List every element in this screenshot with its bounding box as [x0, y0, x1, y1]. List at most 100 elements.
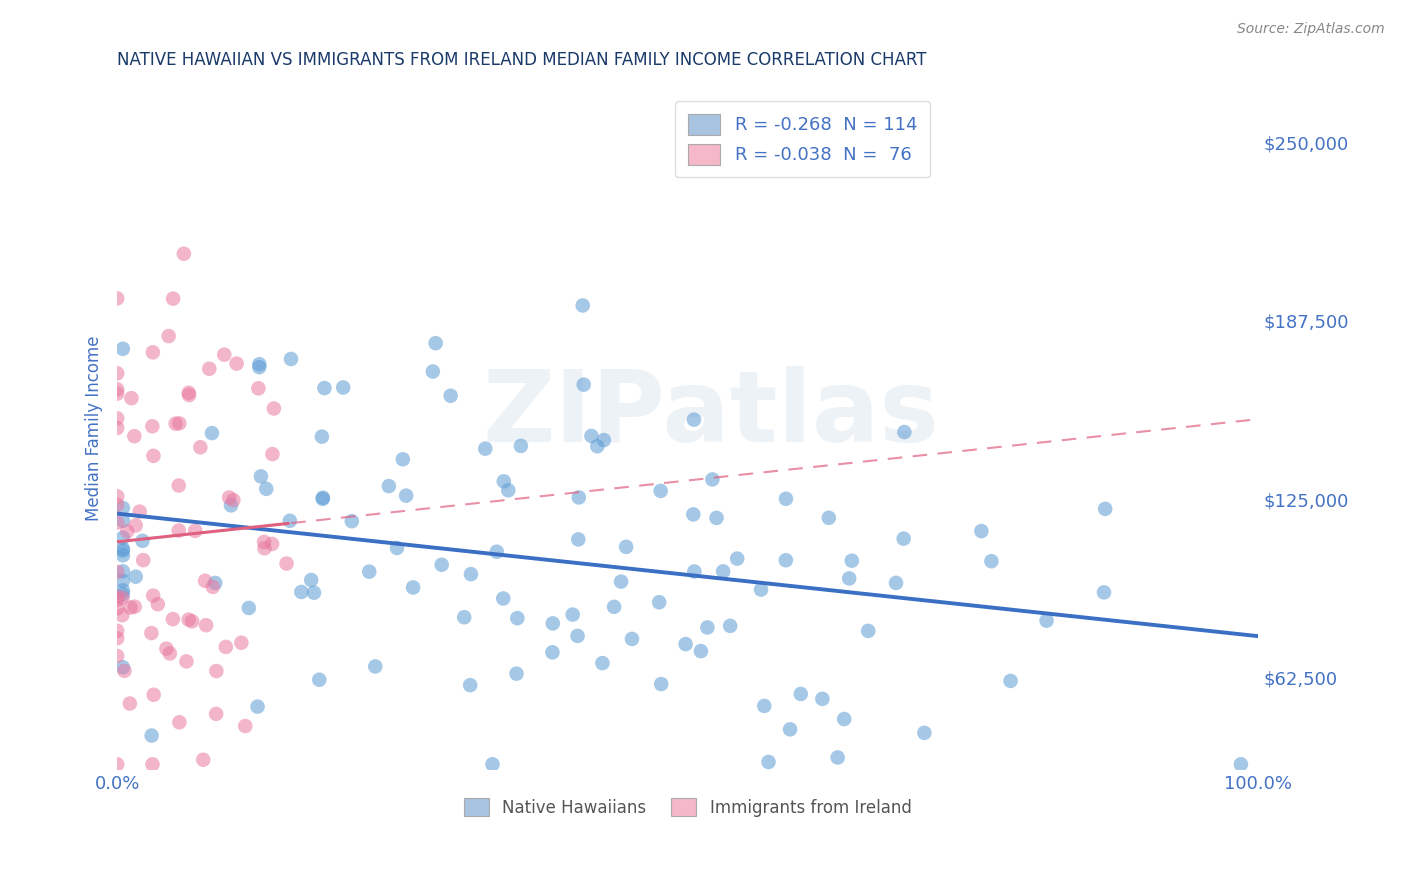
Point [280, 351, 302, 366]
Point [262, 537, 284, 551]
Point [312, 491, 335, 506]
Point [204, 576, 226, 591]
Point [132, 553, 155, 567]
Point [603, 599, 626, 614]
Point [201, 426, 224, 441]
Point [219, 499, 242, 513]
Point [225, 357, 247, 371]
Point [111, 549, 134, 563]
Point [111, 500, 134, 515]
Point [253, 535, 276, 549]
Point [105, 367, 128, 381]
Point [858, 624, 880, 638]
Point [790, 687, 813, 701]
Point [893, 425, 915, 439]
Point [811, 691, 834, 706]
Point [247, 360, 270, 375]
Point [105, 631, 128, 645]
Point [702, 472, 724, 486]
Point [893, 532, 915, 546]
Point [111, 583, 134, 598]
Point [159, 647, 181, 661]
Point [105, 516, 128, 530]
Point [120, 600, 142, 615]
Point [425, 336, 447, 351]
Point [105, 292, 128, 306]
Point [485, 545, 508, 559]
Point [176, 654, 198, 668]
Point [440, 389, 463, 403]
Point [177, 385, 200, 400]
Point [754, 698, 776, 713]
Y-axis label: Median Family Income: Median Family Income [86, 335, 103, 521]
Point [614, 540, 637, 554]
Point [111, 591, 134, 605]
Point [276, 557, 298, 571]
Point [970, 524, 993, 538]
Point [571, 298, 593, 312]
Point [250, 469, 273, 483]
Point [214, 348, 236, 362]
Point [332, 380, 354, 394]
Point [167, 478, 190, 492]
Point [141, 757, 163, 772]
Point [254, 482, 277, 496]
Point [817, 510, 839, 524]
Point [195, 618, 218, 632]
Point [111, 531, 134, 545]
Point [422, 364, 444, 378]
Point [505, 666, 527, 681]
Point [567, 533, 589, 547]
Point [188, 440, 211, 454]
Point [689, 644, 711, 658]
Point [105, 421, 128, 435]
Point [141, 419, 163, 434]
Point [392, 452, 415, 467]
Text: NATIVE HAWAIIAN VS IMMIGRANTS FROM IRELAND MEDIAN FAMILY INCOME CORRELATION CHAR: NATIVE HAWAIIAN VS IMMIGRANTS FROM IRELA… [117, 51, 927, 69]
Text: Source: ZipAtlas.com: Source: ZipAtlas.com [1237, 22, 1385, 37]
Point [841, 554, 863, 568]
Point [205, 664, 228, 678]
Point [111, 541, 134, 556]
Point [142, 449, 165, 463]
Point [650, 483, 672, 498]
Point [650, 677, 672, 691]
Point [141, 729, 163, 743]
Point [311, 430, 333, 444]
Point [1094, 501, 1116, 516]
Point [194, 574, 217, 588]
Point [222, 493, 245, 508]
Point [142, 345, 165, 359]
Point [146, 597, 169, 611]
Point [453, 610, 475, 624]
Point [492, 475, 515, 489]
Point [177, 613, 200, 627]
Point [912, 726, 935, 740]
Point [105, 593, 128, 607]
Point [157, 329, 180, 343]
Point [980, 554, 1002, 568]
Point [1035, 614, 1057, 628]
Point [111, 342, 134, 356]
Point [105, 498, 128, 512]
Point [290, 585, 312, 599]
Point [128, 505, 150, 519]
Point [775, 553, 797, 567]
Point [218, 491, 240, 505]
Point [308, 673, 330, 687]
Point [1230, 757, 1253, 772]
Point [430, 558, 453, 572]
Point [142, 688, 165, 702]
Point [231, 636, 253, 650]
Point [884, 575, 907, 590]
Point [125, 570, 148, 584]
Point [238, 601, 260, 615]
Point [205, 706, 228, 721]
Point [682, 508, 704, 522]
Point [162, 292, 184, 306]
Point [105, 565, 128, 579]
Point [492, 591, 515, 606]
Text: ZIPatlas: ZIPatlas [482, 366, 939, 463]
Point [193, 753, 215, 767]
Point [105, 489, 128, 503]
